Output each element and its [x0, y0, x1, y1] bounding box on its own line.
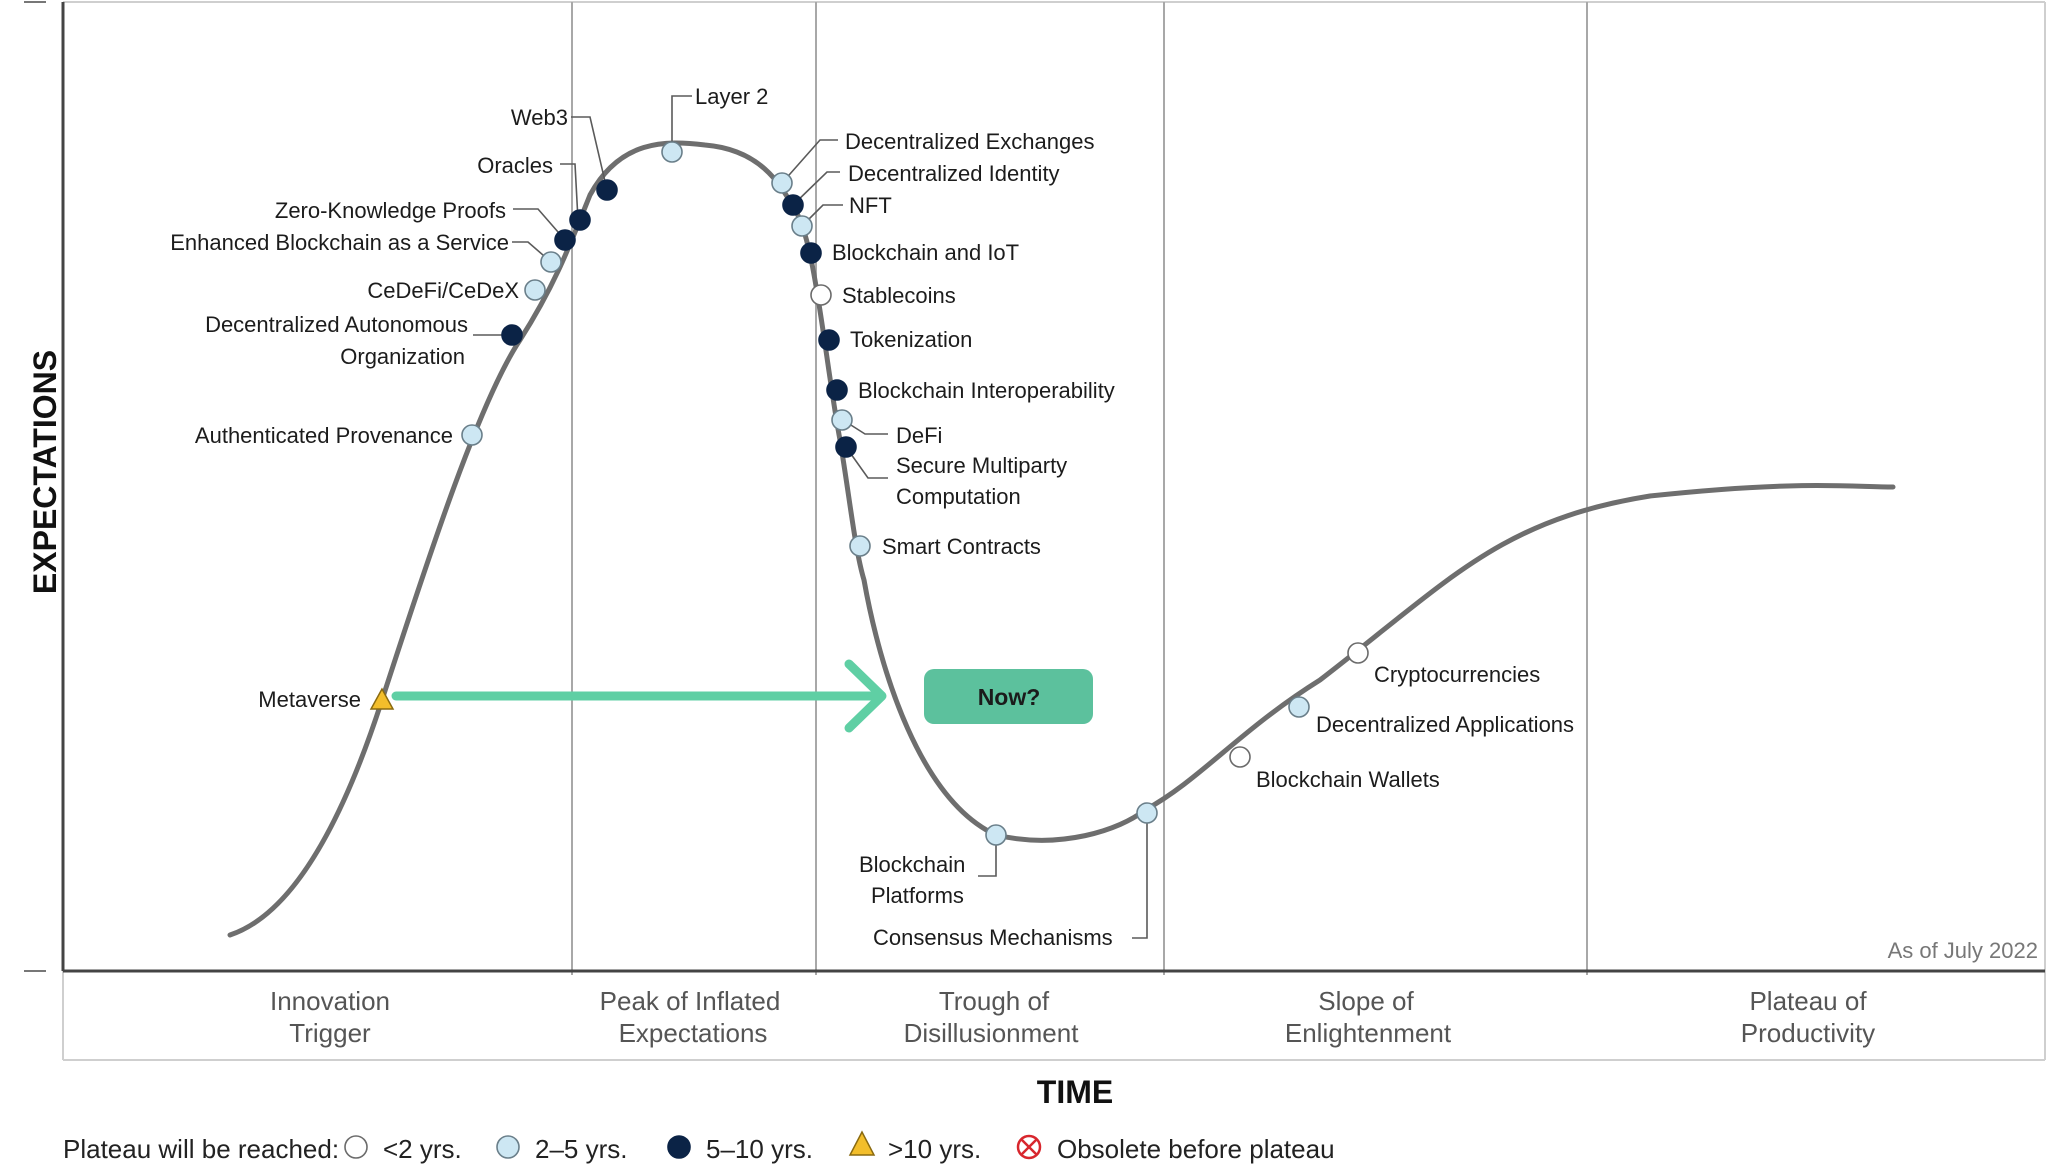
legend-label-obsolete: Obsolete before plateau [1057, 1134, 1335, 1164]
label-smart-contracts: Smart Contracts [882, 534, 1041, 559]
label-stablecoins: Stablecoins [842, 283, 956, 308]
phase-innovation-line2: Trigger [289, 1018, 371, 1048]
legend-swatch-2to5 [496, 1135, 520, 1159]
marker-layer-2 [661, 141, 683, 163]
leader-smpc [845, 446, 888, 479]
marker-metaverse [369, 687, 395, 710]
label-nft: NFT [849, 193, 892, 218]
marker-secure-multiparty-computation [835, 436, 857, 458]
leader-zkp [513, 208, 566, 241]
legend-swatch-lt2 [344, 1135, 368, 1159]
marker-smart-contracts [849, 535, 871, 557]
legend-swatch-gt10 [848, 1130, 876, 1156]
marker-cedefi-cedex [524, 279, 546, 301]
legend-label-gt10: >10 yrs. [888, 1134, 981, 1164]
legend: Plateau will be reached: <2 yrs. 2–5 yrs… [63, 1130, 1335, 1164]
marker-zero-knowledge-proofs [554, 229, 576, 251]
label-oracles: Oracles [477, 153, 553, 178]
technology-labels: Metaverse Authenticated Provenance Decen… [170, 84, 1574, 950]
phase-innovation-line1: Innovation [270, 986, 390, 1016]
legend-label-2to5: 2–5 yrs. [535, 1134, 628, 1164]
label-smpc-line1: Secure Multiparty [896, 453, 1067, 478]
label-zero-knowledge-proofs: Zero-Knowledge Proofs [275, 198, 506, 223]
label-cryptocurrencies: Cryptocurrencies [1374, 662, 1540, 687]
label-consensus-mechanisms: Consensus Mechanisms [873, 925, 1113, 950]
label-authenticated-provenance: Authenticated Provenance [195, 423, 453, 448]
legend-label-5to10: 5–10 yrs. [706, 1134, 813, 1164]
leader-decid [792, 171, 840, 206]
metaverse-arrow [391, 659, 887, 733]
label-layer-2: Layer 2 [695, 84, 768, 109]
phase-slope-line2: Enlightenment [1285, 1018, 1452, 1048]
now-box [924, 669, 1093, 724]
label-blockchain-platforms-line2: Platforms [871, 883, 964, 908]
marker-oracles [569, 209, 591, 231]
marker-cryptocurrencies [1347, 642, 1369, 664]
marker-decentralized-exchanges [771, 172, 793, 194]
leader-consensus [1132, 813, 1148, 939]
marker-blockchain-interoperability [826, 379, 848, 401]
legend-swatch-obsolete [1016, 1134, 1042, 1160]
phase-trough-line2: Disillusionment [904, 1018, 1080, 1048]
now-callout: Now? [924, 669, 1093, 724]
marker-tokenization [818, 329, 840, 351]
marker-consensus-mechanisms [1136, 802, 1158, 824]
marker-defi [831, 409, 853, 431]
label-blockchain-and-iot: Blockchain and IoT [832, 240, 1019, 265]
phase-plateau-line1: Plateau of [1749, 986, 1867, 1016]
phase-plateau-line2: Productivity [1741, 1018, 1875, 1048]
label-cedefi-cedex: CeDeFi/CeDeX [367, 278, 519, 303]
phase-peak-line2: Expectations [619, 1018, 768, 1048]
marker-blockchain-wallets [1229, 746, 1251, 768]
marker-enhanced-blockchain-as-a-service [540, 251, 562, 273]
label-decentralized-identity: Decentralized Identity [848, 161, 1060, 186]
marker-web3 [596, 179, 618, 201]
phase-peak-line1: Peak of Inflated [600, 986, 781, 1016]
leader-web3 [571, 116, 608, 191]
marker-dao [501, 324, 523, 346]
label-metaverse: Metaverse [258, 687, 361, 712]
leader-dex [781, 139, 838, 184]
legend-label-lt2: <2 yrs. [383, 1134, 462, 1164]
technology-markers [369, 141, 1369, 846]
label-blockchain-platforms-line1: Blockchain [859, 852, 965, 877]
legend-swatch-5to10 [667, 1135, 691, 1159]
label-dao-line1: Decentralized Autonomous [205, 312, 468, 337]
label-tokenization: Tokenization [850, 327, 972, 352]
label-blockchain-interoperability: Blockchain Interoperability [858, 378, 1115, 403]
phase-labels: Innovation Trigger Peak of Inflated Expe… [270, 986, 1875, 1048]
label-decentralized-exchanges: Decentralized Exchanges [845, 129, 1094, 154]
marker-decentralized-applications [1288, 696, 1310, 718]
label-dao-line2: Organization [340, 344, 465, 369]
label-blockchain-wallets: Blockchain Wallets [1256, 767, 1440, 792]
x-axis-title: TIME [1037, 1074, 1113, 1110]
marker-stablecoins [810, 284, 832, 306]
marker-blockchain-and-iot [800, 242, 822, 264]
marker-nft [791, 215, 813, 237]
label-defi: DeFi [896, 423, 942, 448]
leader-bcplat [978, 835, 997, 877]
y-axis-title: EXPECTATIONS [27, 350, 63, 594]
hype-curve [227, 140, 1896, 938]
phase-slope-line1: Slope of [1318, 986, 1414, 1016]
label-web3: Web3 [511, 105, 568, 130]
label-enhanced-blockchain-as-a-service: Enhanced Blockchain as a Service [170, 230, 509, 255]
label-smpc-line2: Computation [896, 484, 1021, 509]
marker-decentralized-identity [782, 194, 804, 216]
label-decentralized-applications: Decentralized Applications [1316, 712, 1574, 737]
phase-trough-line1: Trough of [939, 986, 1050, 1016]
marker-authenticated-provenance [461, 424, 483, 446]
leader-oracles [560, 163, 579, 221]
now-label: Now? [978, 684, 1041, 710]
legend-title: Plateau will be reached: [63, 1134, 339, 1164]
marker-blockchain-platforms [985, 824, 1007, 846]
leader-layer2 [671, 95, 692, 152]
as-of-date: As of July 2022 [1888, 938, 2038, 963]
